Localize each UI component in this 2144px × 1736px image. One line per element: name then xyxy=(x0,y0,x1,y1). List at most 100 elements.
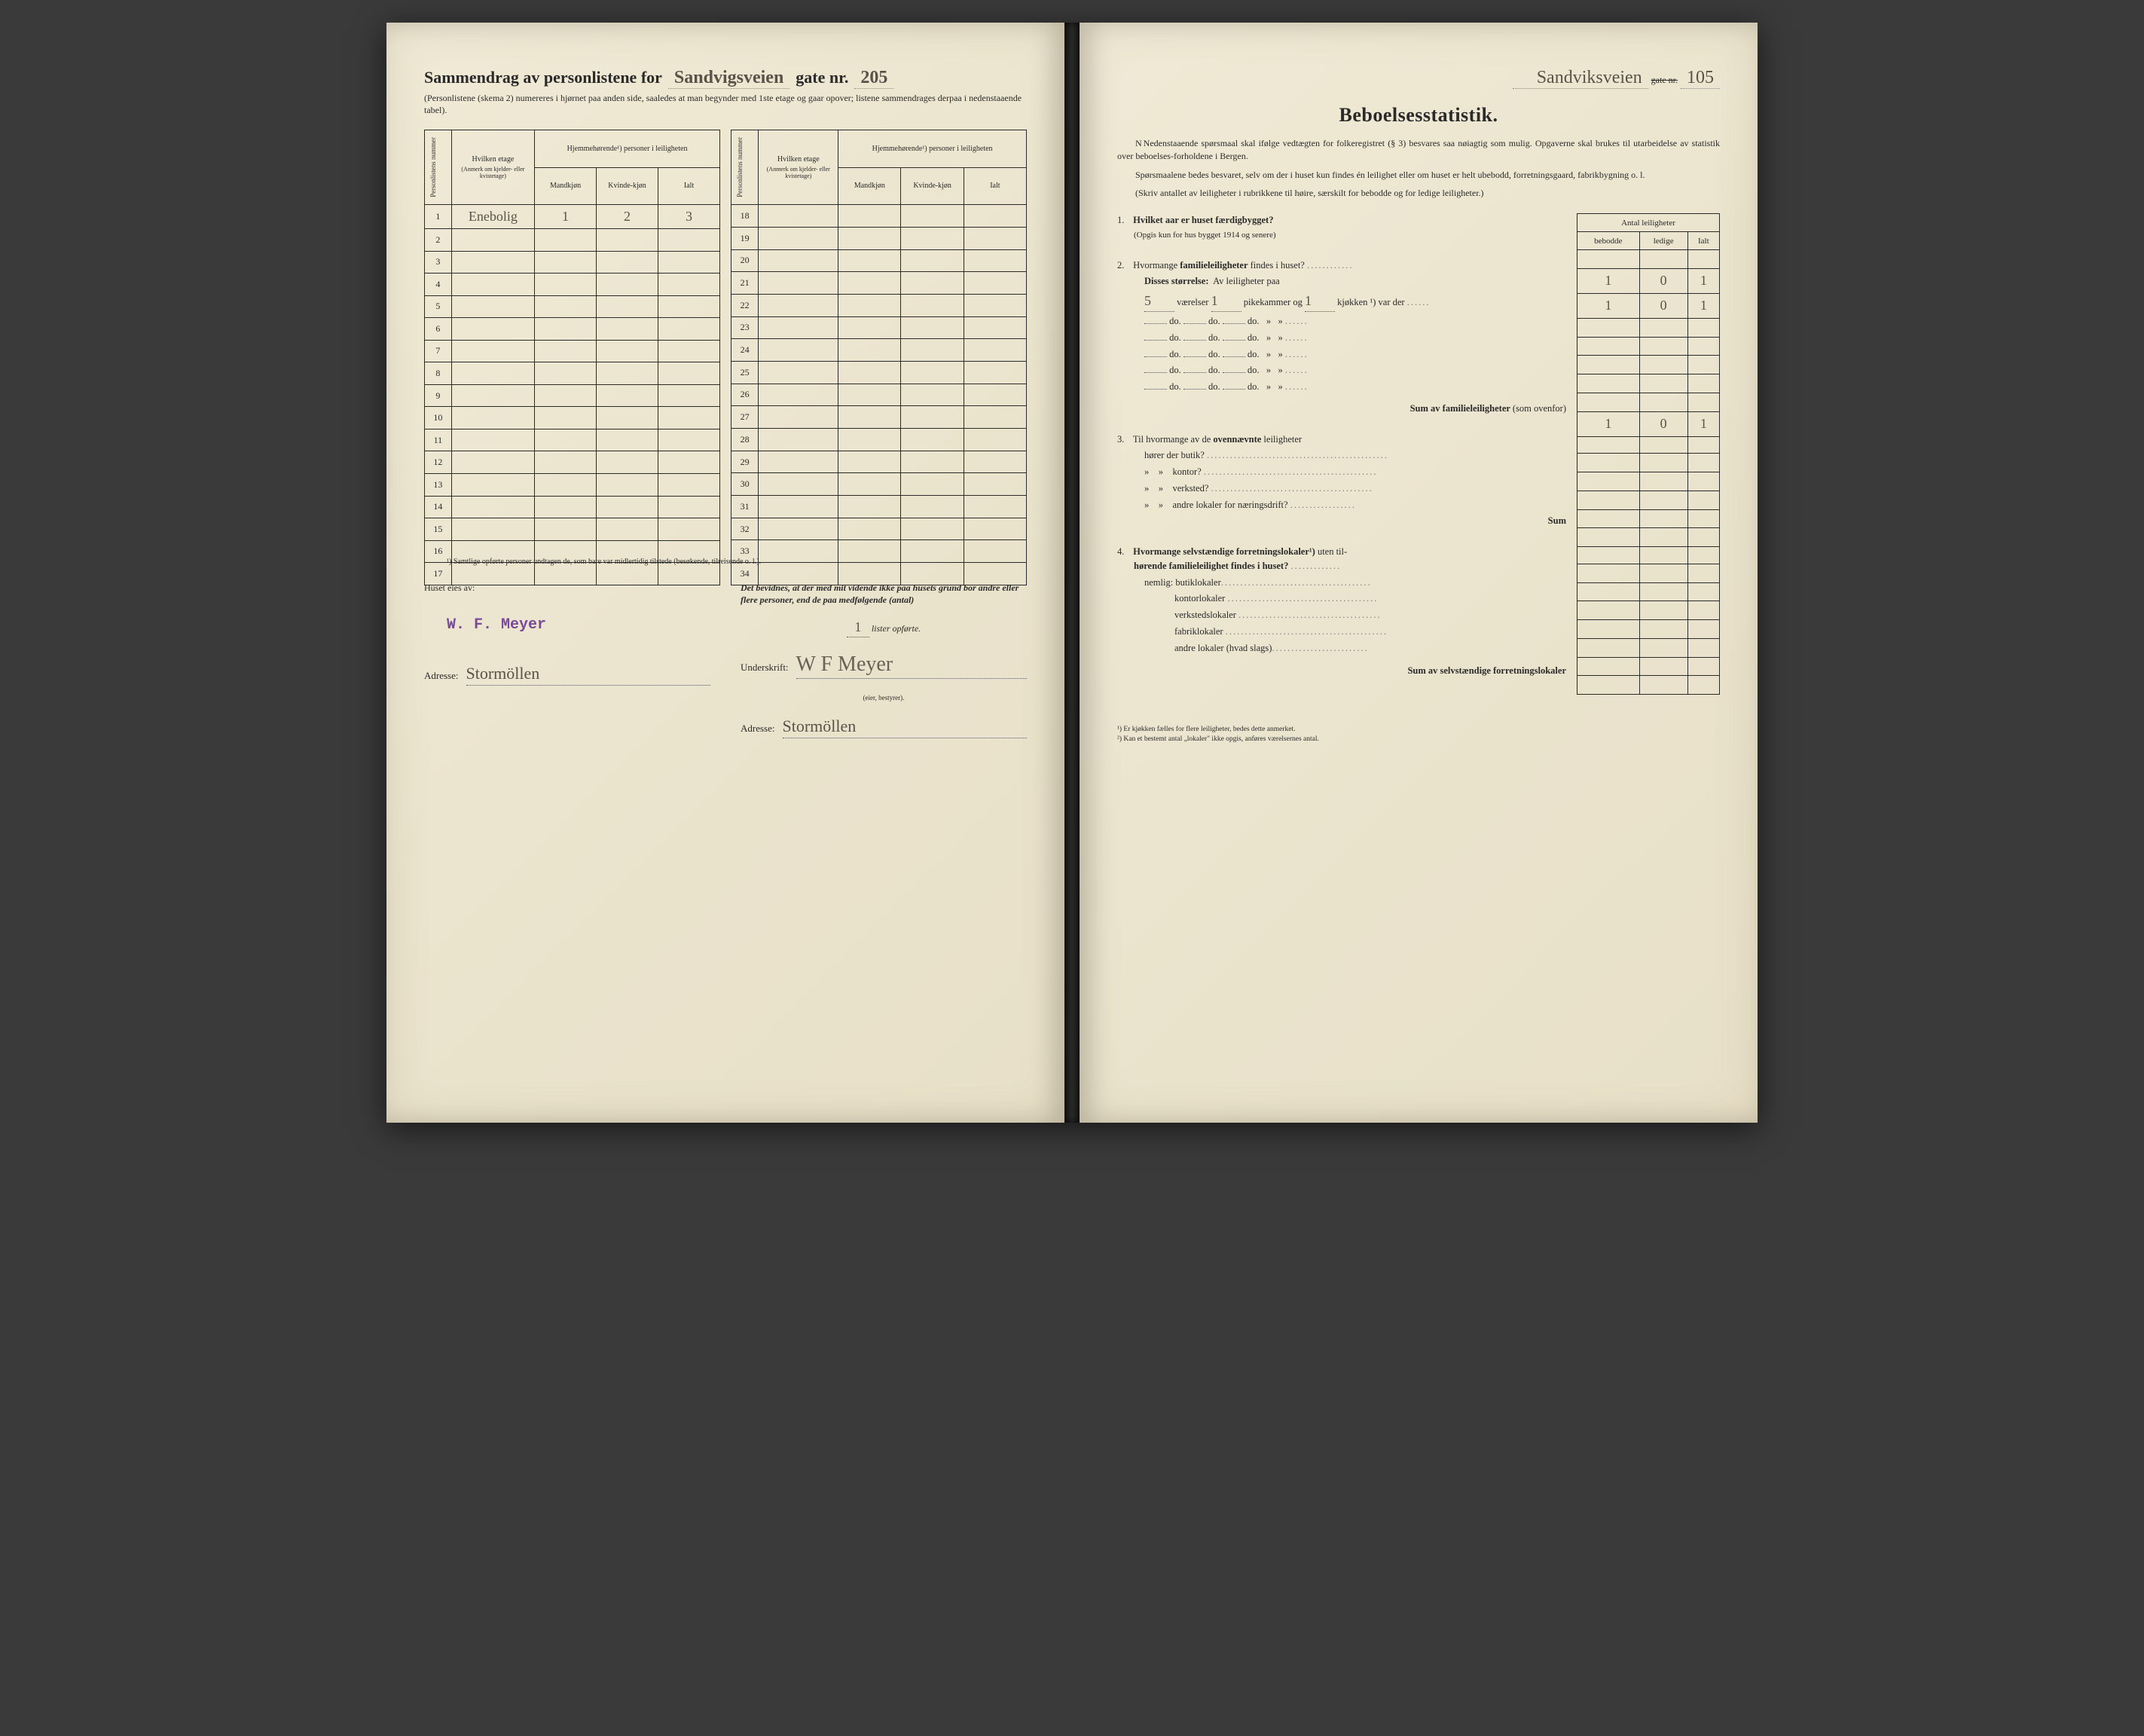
table-row: 28 xyxy=(731,429,1027,451)
corner-note: Sandviksveien gate nr. 105 xyxy=(1117,68,1720,89)
do-row: do. do. do. » » ...... xyxy=(1117,380,1569,394)
antall-row xyxy=(1577,620,1720,639)
right-heading: Beboelsesstatistik. xyxy=(1117,104,1720,127)
antall-row xyxy=(1577,601,1720,620)
th-etage-note-b: (Anmerk om kjelder- eller kvistetage) xyxy=(762,166,835,180)
do-row: do. do. do. » » ...... xyxy=(1117,363,1569,377)
th-num: Personlistens nummer xyxy=(428,133,439,202)
antall-row: 101 xyxy=(1577,411,1720,436)
antall-row xyxy=(1577,374,1720,393)
adresse-label-right: Adresse: xyxy=(741,723,775,735)
th-num-b: Personlistens nummer xyxy=(735,133,746,202)
th-mand: Mandkjøn xyxy=(535,167,597,204)
person-table-b: Personlistens nummer Hvilken etage (Anme… xyxy=(731,130,1027,585)
left-page: Sammendrag av personlistene for Sandvigs… xyxy=(386,23,1064,1123)
table-row: 31 xyxy=(731,496,1027,518)
signature-block: Det bevidnes, at der med mit vidende ikk… xyxy=(741,582,1027,753)
corner-street: Sandviksveien xyxy=(1513,68,1648,89)
owner-stamp: W. F. Meyer xyxy=(447,616,710,634)
questions-column: 1. Hvilket aar er huset færdigbygget? (O… xyxy=(1117,213,1577,695)
adresse-left-value: Stormöllen xyxy=(466,664,711,686)
antall-row xyxy=(1577,564,1720,582)
table-row: 24 xyxy=(731,339,1027,362)
document-spread: Sammendrag av personlistene for Sandvigs… xyxy=(386,23,1758,1123)
table-row: 34 xyxy=(731,563,1027,585)
table-row: 15 xyxy=(425,518,720,541)
antall-row xyxy=(1577,393,1720,411)
cell-m: 1 xyxy=(535,205,597,229)
person-table-a: Personlistens nummer Hvilken etage (Anme… xyxy=(424,130,720,585)
table-row: 19 xyxy=(731,227,1027,249)
antall-row xyxy=(1577,657,1720,676)
antall-row: 101 xyxy=(1577,293,1720,318)
antall-row xyxy=(1577,547,1720,564)
table-row: 13 xyxy=(425,473,720,496)
table-row: 29 xyxy=(731,451,1027,473)
lower-section: Huset eies av: W. F. Meyer Adresse: Stor… xyxy=(424,582,1027,753)
table-row: 30 xyxy=(731,473,1027,496)
antall-row xyxy=(1577,436,1720,454)
th-kvinde: Kvinde-kjøn xyxy=(597,167,658,204)
antall-row xyxy=(1577,528,1720,547)
q1: 1. Hvilket aar er huset færdigbygget? (O… xyxy=(1117,213,1569,242)
eier-bestyrer: (eier, bestyrer). xyxy=(741,694,1027,701)
q3: 3. Til hvormange av de ovennævnte leilig… xyxy=(1117,432,1569,529)
table-row: 3 xyxy=(425,251,720,274)
antall-row xyxy=(1577,582,1720,601)
huset-eies-label: Huset eies av: xyxy=(424,582,710,594)
table-row: 1 Enebolig 1 2 3 xyxy=(425,205,720,229)
antall-row xyxy=(1577,638,1720,657)
table-row: 26 xyxy=(731,384,1027,406)
do-row: do. do. do. » » ...... xyxy=(1117,347,1569,362)
table-row: 14 xyxy=(425,496,720,518)
underskrift-label: Underskrift: xyxy=(741,662,789,674)
left-title: Sammendrag av personlistene for Sandvigs… xyxy=(424,68,1027,89)
table-row: 7 xyxy=(425,340,720,362)
intro-p2: Spørsmaalene bedes besvaret, selv om der… xyxy=(1117,169,1720,182)
table-row: 12 xyxy=(425,451,720,474)
gate-nr: 205 xyxy=(854,68,893,89)
col-ledige: ledige xyxy=(1639,232,1687,250)
antall-row: 101 xyxy=(1577,268,1720,293)
sum-fam: Sum av familieleiligheter (som ovenfor) xyxy=(1117,402,1569,416)
table-row: 5 xyxy=(425,295,720,318)
th-ialt-b: Ialt xyxy=(964,167,1026,204)
corner-gate-label: gate nr. xyxy=(1651,75,1678,85)
table-row: 8 xyxy=(425,362,720,385)
th-etage: Hvilken etage xyxy=(455,155,531,164)
adresse-label-left: Adresse: xyxy=(424,670,459,682)
antall-row xyxy=(1577,356,1720,374)
cell-i: 3 xyxy=(658,205,719,229)
gate-label: gate nr. xyxy=(796,68,848,87)
antall-head: Antal leiligheter xyxy=(1577,214,1720,232)
table-row: 4 xyxy=(425,274,720,296)
lister-line: 1 lister opførte. xyxy=(741,619,1027,637)
q2: 2. Hvormange familieleiligheter findes i… xyxy=(1117,258,1569,416)
cell-etage: Enebolig xyxy=(451,205,534,229)
table-row: 11 xyxy=(425,429,720,451)
table-row: 22 xyxy=(731,294,1027,316)
table-row: 2 xyxy=(425,228,720,251)
antall-row xyxy=(1577,676,1720,695)
th-etage-b: Hvilken etage xyxy=(762,155,835,164)
th-kvinde-b: Kvinde-kjøn xyxy=(901,167,964,204)
antall-row xyxy=(1577,250,1720,269)
antall-row xyxy=(1577,491,1720,509)
antall-row xyxy=(1577,472,1720,491)
left-subtitle: (Personlistene (skema 2) numereres i hjø… xyxy=(424,92,1027,116)
corner-nr: 105 xyxy=(1681,68,1720,89)
q4: 4. Hvormange selvstændige forretningslok… xyxy=(1117,545,1569,678)
right-page: Sandviksveien gate nr. 105 Beboelsesstat… xyxy=(1080,23,1758,1123)
table-row: 25 xyxy=(731,361,1027,384)
table-row: 21 xyxy=(731,272,1027,295)
th-hjemme: Hjemmehørende¹) personer i leiligheten xyxy=(535,130,720,167)
col-bebodde: bebodde xyxy=(1577,232,1640,250)
antall-table: Antal leiligheter bebodde ledige Ialt 10… xyxy=(1577,213,1720,695)
th-mand-b: Mandkjøn xyxy=(838,167,901,204)
person-tables: Personlistens nummer Hvilken etage (Anme… xyxy=(424,130,1027,539)
size-row-1: 5 værelser 1 pikekammer og 1 kjøkken ¹) … xyxy=(1117,291,1569,312)
book-spine xyxy=(1064,23,1080,1123)
antall-row xyxy=(1577,318,1720,337)
street-handwritten: Sandvigsveien xyxy=(668,68,789,89)
table-row: 33 xyxy=(731,540,1027,563)
